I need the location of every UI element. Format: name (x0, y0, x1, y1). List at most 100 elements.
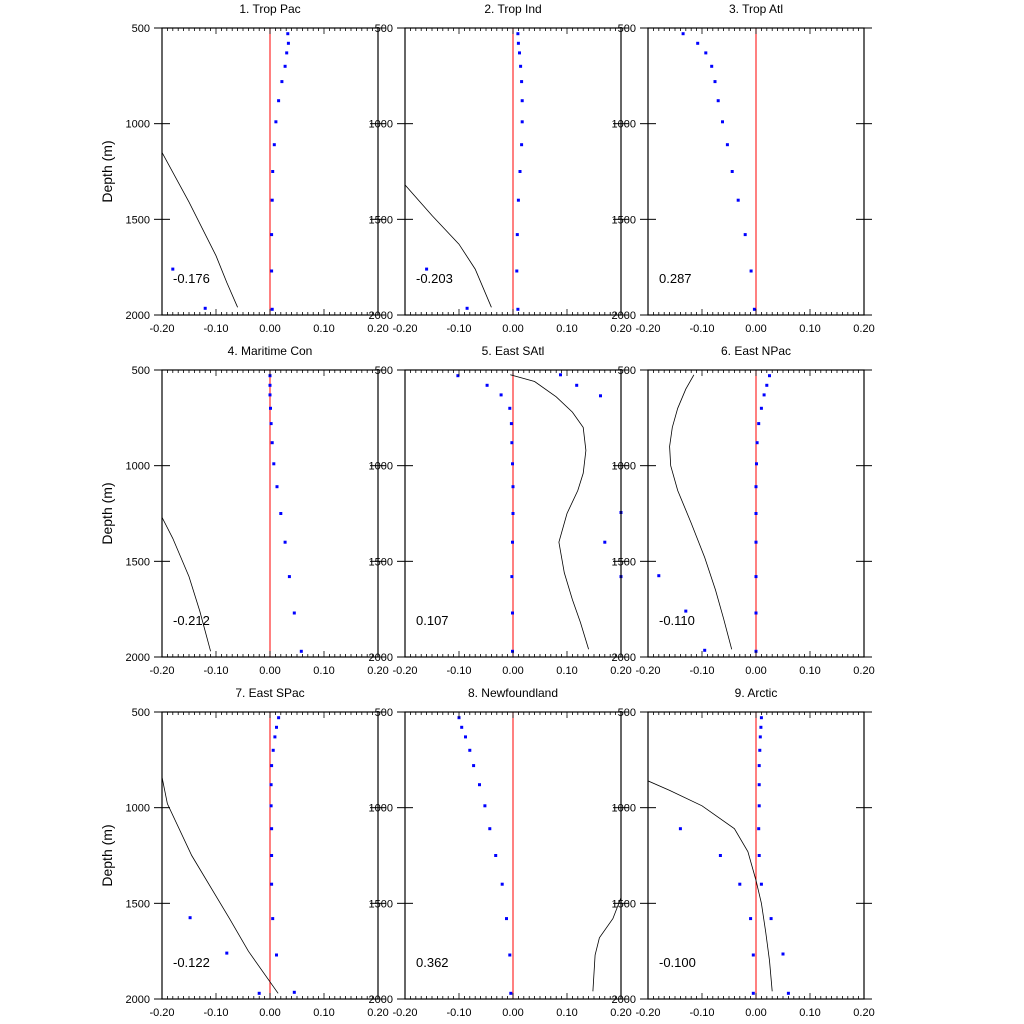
y-tick-label: 1500 (612, 214, 636, 226)
x-tick-label: 0.00 (259, 665, 280, 677)
data-point (283, 64, 287, 68)
data-point (516, 32, 520, 36)
data-point (271, 748, 275, 752)
x-tick-label: 0.10 (313, 323, 334, 335)
data-point (759, 725, 763, 729)
x-tick-label: -0.20 (149, 323, 174, 335)
data-point (257, 991, 261, 995)
y-tick-label: 2000 (369, 994, 393, 1006)
panel-2: 2. Trop Ind -0.20 -0.10 0.00 0.10 0.20 500 1000… (369, 2, 632, 335)
correlation-annotation: -0.176 (173, 271, 210, 286)
data-point (696, 41, 700, 45)
y-axis-label: Depth (m) (99, 824, 115, 886)
data-point (286, 32, 290, 36)
panel-title: 8. Newfoundland (468, 686, 558, 700)
x-tick-label: 0.10 (556, 323, 577, 335)
data-point (188, 916, 192, 920)
panel-title: 6. East NPac (721, 344, 791, 358)
data-point (268, 393, 272, 397)
data-point (768, 374, 771, 378)
data-point (754, 611, 758, 615)
panel-4: 4. Maritime Con -0.20 -0.10 0.00 0.10 0.20 500… (99, 344, 389, 677)
panel-title: 2. Trop Ind (484, 2, 541, 16)
data-point (678, 827, 682, 831)
x-tick-label: -0.10 (203, 665, 228, 677)
x-tick-label: -0.20 (635, 665, 660, 677)
y-tick-label: 1500 (126, 214, 150, 226)
x-tick-label: 0.00 (259, 323, 280, 335)
x-tick-label: -0.20 (392, 323, 417, 335)
x-tick-label: 0.10 (799, 1007, 820, 1019)
data-point (277, 716, 281, 720)
x-tick-label: -0.10 (203, 323, 228, 335)
correlation-annotation: -0.212 (173, 613, 210, 628)
data-point (736, 198, 740, 202)
x-tick-label: 0.10 (556, 665, 577, 677)
x-tick-label: 0.20 (853, 1007, 874, 1019)
data-point (279, 512, 283, 515)
data-point (275, 953, 278, 957)
data-point (575, 383, 579, 387)
profile-curve (669, 374, 733, 650)
data-point (468, 748, 472, 752)
data-point (757, 854, 761, 857)
y-tick-label: 1000 (612, 119, 636, 131)
y-axis-label: Depth (m) (99, 482, 115, 544)
x-tick-label: -0.20 (392, 665, 417, 677)
x-tick-label: -0.20 (635, 1007, 660, 1019)
data-point (757, 783, 761, 787)
data-point (684, 609, 688, 613)
x-tick-label: -0.10 (689, 1007, 714, 1019)
profile-curve (405, 184, 492, 308)
y-tick-label: 2000 (126, 994, 150, 1006)
x-tick-label: -0.20 (392, 1007, 417, 1019)
data-point (271, 917, 275, 921)
data-point (270, 854, 274, 857)
data-point (769, 917, 773, 921)
x-tick-label: 0.00 (745, 665, 766, 677)
data-point (755, 462, 758, 466)
y-tick-label: 500 (375, 707, 393, 719)
y-tick-label: 2000 (126, 652, 150, 664)
x-tick-label: 0.10 (313, 665, 334, 677)
data-point (270, 307, 274, 311)
data-point (757, 422, 761, 426)
panel-title: 9. Arctic (735, 686, 778, 700)
data-point (268, 383, 272, 387)
data-point (758, 748, 762, 752)
profile-curve (162, 777, 279, 994)
data-point (757, 827, 761, 831)
data-point (271, 170, 275, 173)
data-point (738, 882, 742, 886)
data-point (730, 170, 734, 173)
data-point (657, 574, 661, 578)
x-tick-label: 0.10 (799, 323, 820, 335)
y-tick-label: 1500 (369, 556, 393, 568)
profile-curve (648, 780, 773, 992)
y-tick-label: 1500 (612, 556, 636, 568)
data-point (749, 269, 753, 273)
y-tick-label: 500 (132, 23, 150, 35)
x-tick-label: -0.10 (446, 323, 471, 335)
data-point (759, 716, 763, 720)
data-point (520, 99, 524, 103)
panel-1: 1. Trop Pac -0.20 -0.10 0.00 0.10 0.20 500 1000… (99, 2, 389, 335)
data-point (425, 267, 429, 271)
data-point (460, 725, 464, 729)
data-point (273, 735, 277, 739)
data-point (725, 143, 729, 147)
correlation-annotation: -0.203 (416, 271, 453, 286)
x-tick-label: -0.10 (203, 1007, 228, 1019)
panel-5: 5. East SAtl -0.20 -0.10 0.00 0.10 0.20 500 100… (369, 344, 632, 677)
data-point (270, 764, 274, 768)
data-point (603, 540, 607, 544)
data-point (292, 611, 296, 615)
x-tick-label: -0.20 (635, 323, 660, 335)
data-point (559, 373, 562, 377)
data-point (749, 917, 753, 921)
y-tick-label: 1000 (369, 461, 393, 473)
data-point (703, 648, 707, 652)
data-point (203, 306, 207, 310)
y-tick-label: 1500 (126, 898, 150, 910)
